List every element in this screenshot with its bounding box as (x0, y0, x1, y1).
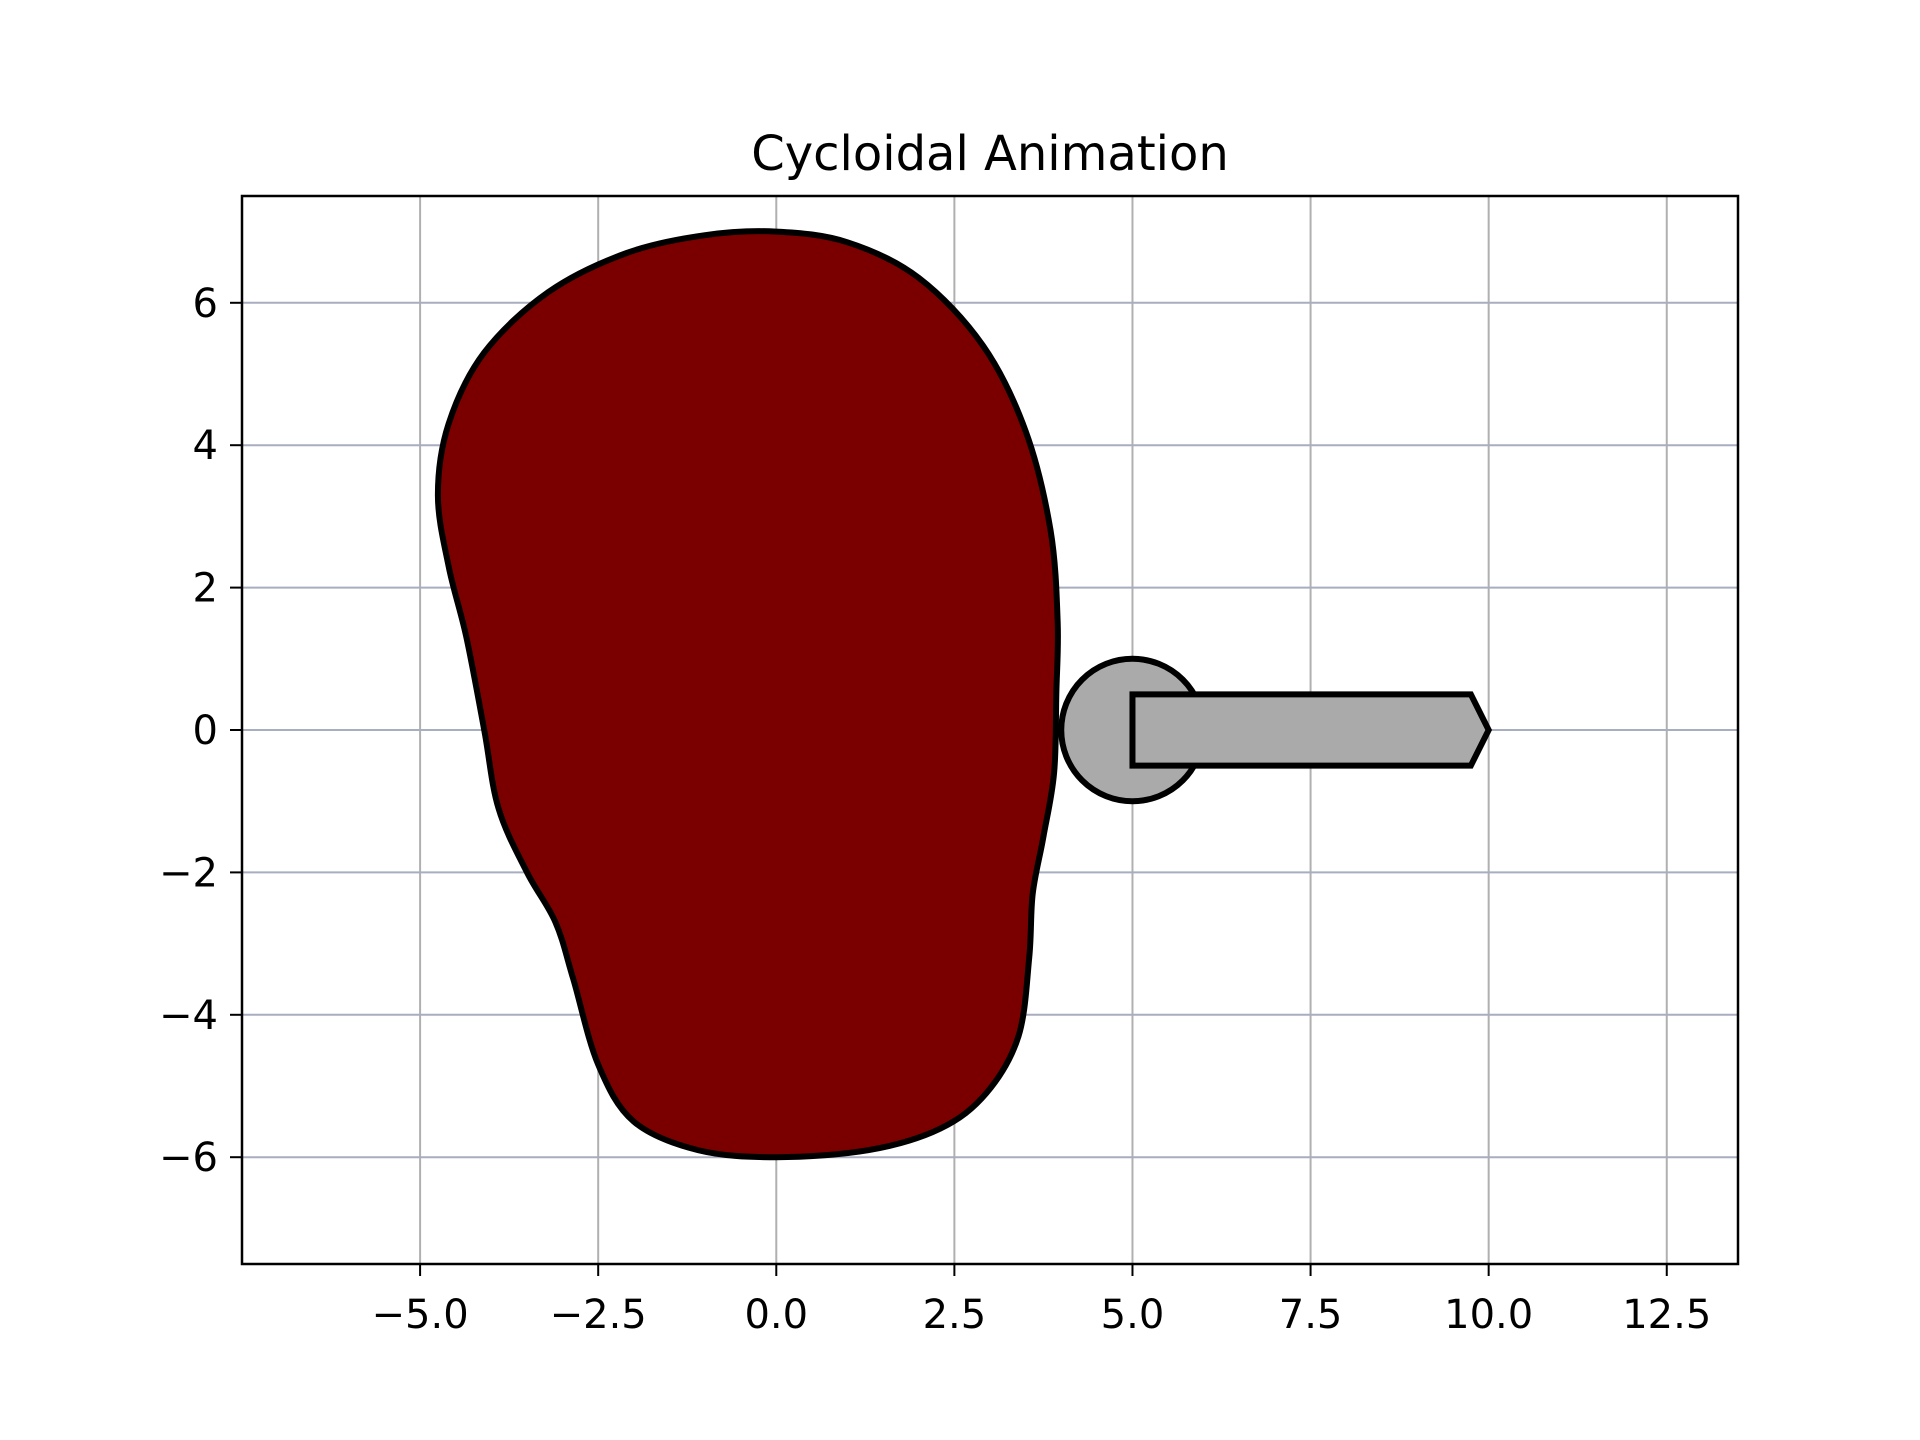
y-tick-label: 6 (193, 281, 218, 327)
y-tick-label: −4 (159, 993, 218, 1039)
axis-ticks: −5.0 −2.5 0.0 2.5 5.0 7.5 10.0 12.5 6 4 2 0 −2 −4 −6 (159, 281, 1711, 1338)
chart-title: Cycloidal Animation (751, 126, 1229, 182)
y-tick-label: 2 (193, 566, 218, 612)
y-tick-label: −6 (159, 1135, 218, 1181)
x-tick-label: 12.5 (1622, 1292, 1711, 1338)
follower-rod (1129, 691, 1493, 769)
y-tick-label: 0 (193, 708, 218, 754)
y-tick-label: −2 (159, 850, 218, 896)
x-tick-label: 10.0 (1444, 1292, 1533, 1338)
cam-profile (434, 228, 1061, 1161)
x-tick-label: 5.0 (1101, 1292, 1165, 1338)
y-tick-label: 4 (193, 423, 218, 469)
plot-area (434, 228, 1493, 1161)
x-tick-label: 7.5 (1279, 1292, 1343, 1338)
x-tick-label: 2.5 (923, 1292, 987, 1338)
x-tick-label: 0.0 (744, 1292, 808, 1338)
x-tick-label: −5.0 (372, 1292, 469, 1338)
x-tick-label: −2.5 (550, 1292, 647, 1338)
